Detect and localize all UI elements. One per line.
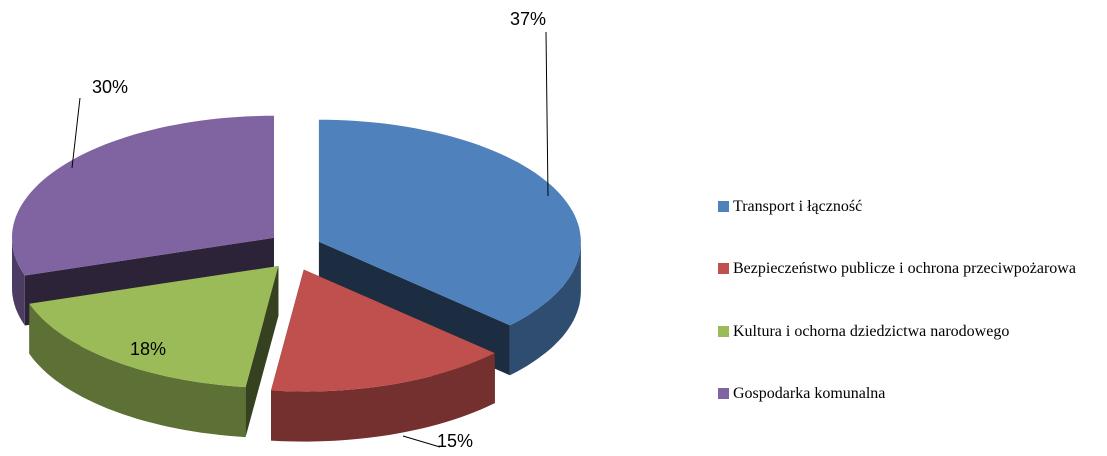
legend-swatch [718,201,729,212]
legend-swatch [718,326,729,337]
pie-slice [29,266,279,438]
legend-label: Gospodarka komunalna [733,385,886,402]
data-label: 18% [130,339,166,359]
legend-item: Gospodarka komunalna [718,382,1098,406]
slice-top [29,266,279,388]
legend-label: Bezpieczeństwo publicze i ochrona przeci… [733,260,1076,277]
slice-top [12,115,274,276]
leader-line [71,97,81,169]
slice-wall [29,303,246,438]
data-label: 37% [510,9,546,29]
legend-swatch [718,388,729,399]
legend-item: Kultura i ochorna dziedzictwa narodowego [718,320,1098,344]
legend-label: Kultura i ochorna dziedzictwa narodowego [733,323,1010,340]
legend-item: Bezpieczeństwo publicze i ochrona przeci… [718,257,1098,281]
pie-chart: 37% 15% 18% 30% [12,9,581,451]
slice-top [271,269,495,392]
slice-wall [12,237,25,326]
slice-wall [271,353,495,442]
legend-item: Transport i łączność [718,195,1098,219]
leader-line [402,435,441,448]
data-label: 30% [92,77,128,97]
leader-line [545,31,549,197]
slice-wall [509,241,581,376]
slice-top [318,119,581,326]
data-label: 15% [437,431,473,451]
legend-label: Transport i łączność [733,198,863,215]
legend-swatch [718,263,729,274]
pie-slice [271,269,495,442]
